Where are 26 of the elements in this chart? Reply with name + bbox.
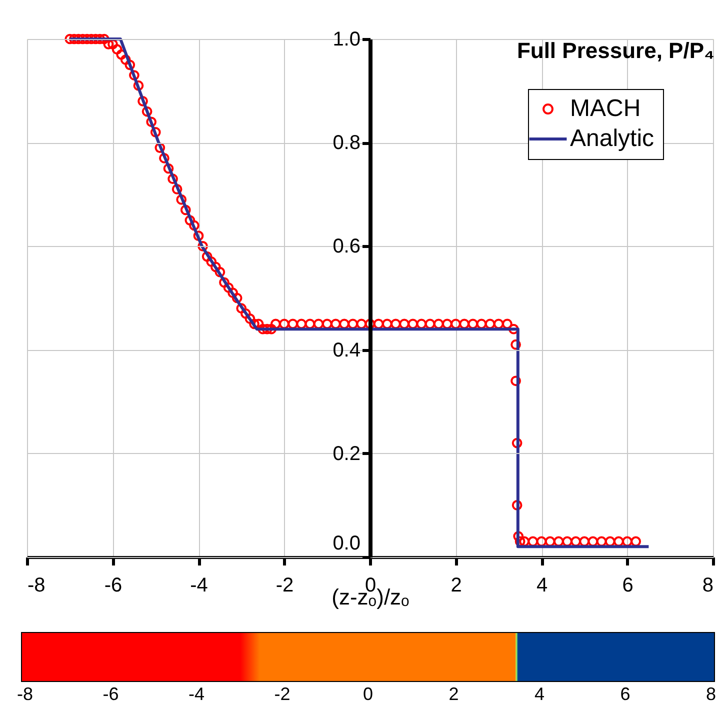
x2-tick-label: 4	[536, 574, 548, 596]
x2-tick-label: -6	[104, 574, 122, 596]
x2-tick-label: -2	[276, 574, 294, 596]
x-tick-label: -2	[274, 684, 290, 705]
legend-label: Analytic	[570, 125, 654, 152]
y-tick-label: 0.8	[332, 132, 360, 154]
y-tick-label: 0.0	[332, 532, 360, 554]
x2-tick-label: -8	[28, 574, 46, 596]
legend-label: MACH	[570, 95, 641, 122]
x2-tick-label: 8	[702, 574, 714, 596]
y-tick-label: 0.4	[332, 339, 360, 362]
x-tick-label: 6	[620, 684, 630, 705]
x-tick-label: 2	[448, 684, 459, 705]
x2-tick-label: 6	[622, 574, 634, 596]
x-tick-label: 8	[706, 684, 716, 705]
x-tick-label: 4	[534, 684, 545, 705]
x-tick-label: 0	[362, 684, 374, 705]
x-tick-label: -6	[102, 684, 119, 705]
chart-title: Full Pressure, P/P₄	[516, 38, 714, 63]
x2-tick-label: 2	[450, 574, 462, 596]
y-tick-label: 0.6	[332, 236, 360, 258]
y-tick-label: 1.0	[332, 28, 360, 50]
x-tick-label: -8	[16, 684, 34, 705]
x-tick-label: -4	[188, 684, 205, 705]
x2-tick-label: -4	[190, 574, 208, 596]
y-tick-label: 0.2	[332, 442, 360, 465]
